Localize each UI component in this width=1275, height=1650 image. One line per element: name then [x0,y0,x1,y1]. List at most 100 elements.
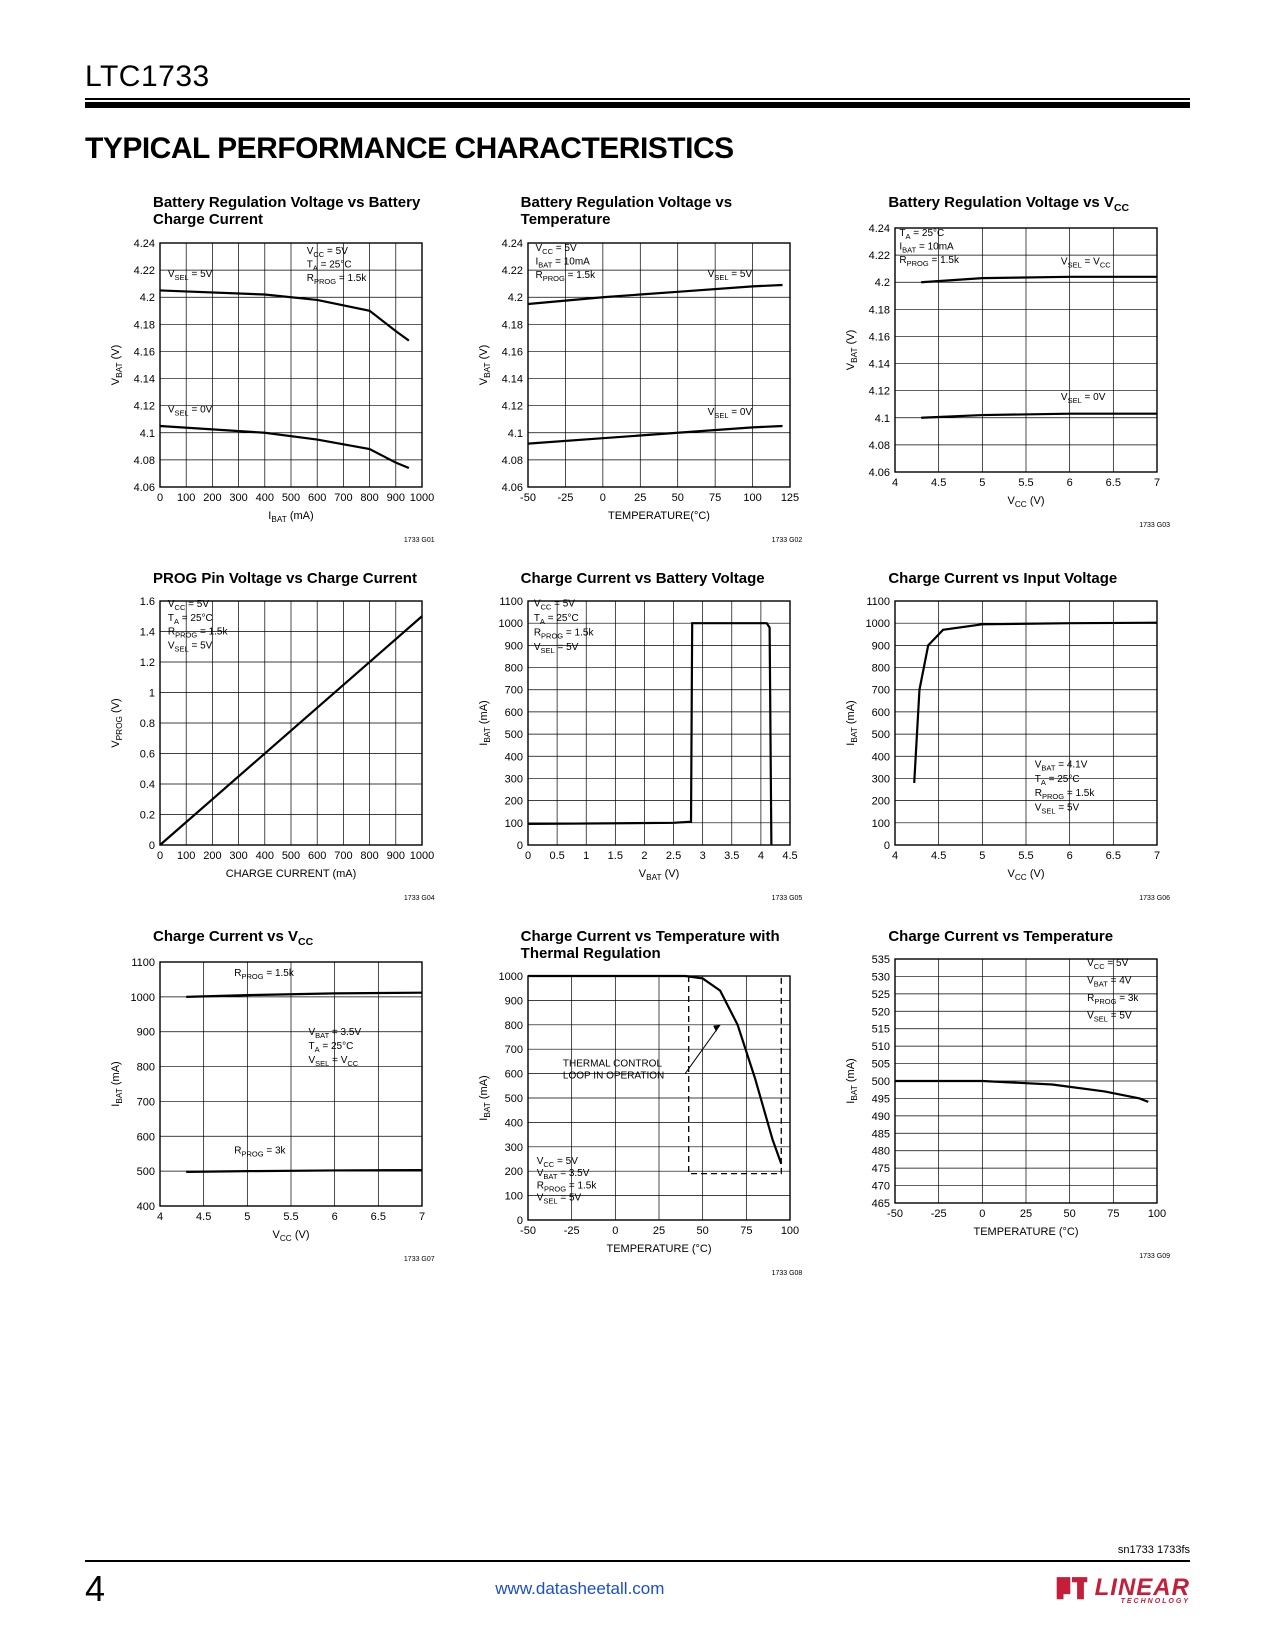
svg-text:0: 0 [517,1215,523,1227]
svg-text:VCC = 5V: VCC = 5V [535,243,576,256]
svg-text:1: 1 [583,850,589,862]
svg-text:25: 25 [1020,1208,1032,1220]
svg-text:50: 50 [696,1225,708,1237]
svg-text:VCC = 5V: VCC = 5V [307,245,348,258]
rule-thin [85,98,1190,100]
svg-text:4.24: 4.24 [869,223,890,235]
svg-text:VBAT (V): VBAT (V) [845,330,859,371]
svg-text:100: 100 [743,492,761,504]
chart-cell: Charge Current vs Temperature with Therm… [473,928,823,1278]
svg-text:100: 100 [504,1191,522,1203]
page-number: 4 [85,1568,105,1610]
svg-text:700: 700 [504,684,522,696]
svg-text:510: 510 [872,1041,890,1053]
svg-text:4.1: 4.1 [507,427,522,439]
svg-text:5.5: 5.5 [1019,477,1034,489]
svg-text:75: 75 [740,1225,752,1237]
svg-text:490: 490 [872,1111,890,1123]
chart-svg: 0100200300400500600700800900100000.20.40… [105,593,440,893]
chart-title: Battery Regulation Voltage vs Battery Ch… [153,194,455,229]
chart-svg: -50-250255075100010020030040050060070080… [473,968,808,1268]
svg-text:RPROG = 1.5k: RPROG = 1.5k [533,627,594,640]
chart-svg: -50-250255075100465470475480485490495500… [840,951,1175,1251]
svg-text:VPROG (V): VPROG (V) [110,698,124,747]
svg-text:5: 5 [244,1211,250,1223]
svg-text:75: 75 [709,492,721,504]
svg-text:IBAT = 10mA: IBAT = 10mA [535,256,590,269]
svg-text:4.2: 4.2 [875,277,890,289]
svg-text:300: 300 [504,773,522,785]
svg-text:0: 0 [157,492,163,504]
svg-text:7: 7 [419,1211,425,1223]
footer-rule [85,1560,1190,1562]
svg-text:4.08: 4.08 [134,454,155,466]
svg-text:5.5: 5.5 [1019,850,1034,862]
footer-url[interactable]: www.datasheetall.com [495,1579,664,1599]
svg-text:6: 6 [332,1211,338,1223]
svg-text:900: 900 [504,996,522,1008]
svg-text:125: 125 [780,492,798,504]
svg-text:0: 0 [980,1208,986,1220]
svg-text:500: 500 [282,850,300,862]
svg-text:100: 100 [872,818,890,830]
svg-text:4.1: 4.1 [875,413,890,425]
svg-text:VBAT (V): VBAT (V) [478,344,492,385]
svg-text:1000: 1000 [131,992,155,1004]
svg-text:VSEL = 5V: VSEL = 5V [1035,802,1080,815]
svg-text:-25: -25 [557,492,573,504]
svg-text:4.18: 4.18 [134,319,155,331]
svg-text:VBAT (V): VBAT (V) [110,344,124,385]
svg-text:50: 50 [671,492,683,504]
svg-text:600: 600 [308,492,326,504]
svg-text:VCC = 5V: VCC = 5V [533,598,574,611]
chart-title: Charge Current vs Temperature [888,928,1190,945]
svg-text:6.5: 6.5 [1106,850,1121,862]
chart-code: 1733 G06 [840,895,1190,902]
svg-text:4.16: 4.16 [134,346,155,358]
svg-text:IBAT = 10mA: IBAT = 10mA [900,242,955,255]
logo: LINEAR TECHNOLOGY [1055,1574,1190,1605]
svg-text:0: 0 [612,1225,618,1237]
chart-cell: Charge Current vs Battery Voltage00.511.… [473,570,823,902]
svg-text:2: 2 [641,850,647,862]
svg-text:485: 485 [872,1128,890,1140]
chart-svg: -50-2502550751001254.064.084.14.124.144.… [473,235,808,535]
svg-text:4: 4 [892,850,898,862]
svg-text:VBAT = 3.5V: VBAT = 3.5V [536,1168,589,1181]
svg-text:800: 800 [504,662,522,674]
svg-text:0: 0 [517,840,523,852]
svg-text:4: 4 [757,850,763,862]
svg-text:4.22: 4.22 [501,265,522,277]
svg-text:200: 200 [872,795,890,807]
svg-text:500: 500 [872,1076,890,1088]
svg-text:VSEL = 5V: VSEL = 5V [536,1193,581,1206]
svg-text:TA = 25°C: TA = 25°C [1035,774,1080,787]
svg-text:1000: 1000 [498,618,522,630]
chart-title: PROG Pin Voltage vs Charge Current [153,570,455,587]
svg-text:VCC (V): VCC (V) [273,1229,310,1243]
svg-text:RPROG = 1.5k: RPROG = 1.5k [234,968,295,981]
svg-text:4.22: 4.22 [134,265,155,277]
chart-svg: 00.511.522.533.544.501002003004005006007… [473,593,808,893]
svg-text:700: 700 [872,684,890,696]
chart-code: 1733 G08 [473,1270,823,1277]
svg-text:600: 600 [504,707,522,719]
svg-text:600: 600 [872,707,890,719]
svg-text:200: 200 [203,850,221,862]
svg-text:RPROG = 3k: RPROG = 3k [234,1146,286,1159]
svg-text:VCC (V): VCC (V) [1008,868,1045,882]
svg-text:1000: 1000 [498,971,522,983]
svg-text:700: 700 [137,1096,155,1108]
chart-title: Charge Current vs Battery Voltage [521,570,823,587]
svg-text:700: 700 [334,850,352,862]
svg-text:-25: -25 [931,1208,947,1220]
svg-text:3: 3 [699,850,705,862]
svg-text:600: 600 [504,1069,522,1081]
svg-text:1000: 1000 [866,618,890,630]
svg-text:TEMPERATURE (°C): TEMPERATURE (°C) [606,1243,711,1255]
svg-text:0.6: 0.6 [140,748,155,760]
svg-text:25: 25 [634,492,646,504]
chart-cell: Battery Regulation Voltage vs VCC44.555.… [840,194,1190,544]
svg-text:1000: 1000 [410,492,434,504]
svg-text:100: 100 [177,850,195,862]
